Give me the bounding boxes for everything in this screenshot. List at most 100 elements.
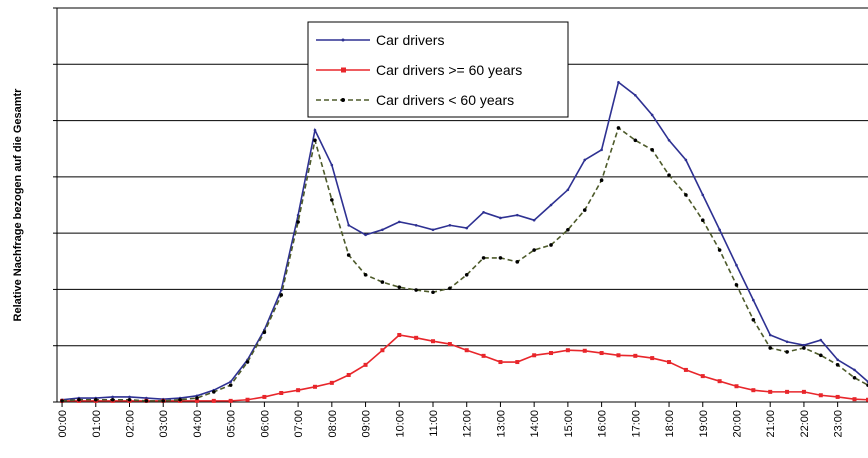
legend-label: Car drivers < 60 years bbox=[376, 92, 514, 108]
marker bbox=[616, 353, 621, 358]
marker bbox=[752, 298, 755, 302]
x-tick-label: 10:00 bbox=[394, 410, 406, 438]
marker bbox=[836, 358, 839, 362]
legend-marker bbox=[341, 98, 345, 102]
x-tick-label: 09:00 bbox=[361, 410, 373, 438]
marker bbox=[447, 342, 452, 347]
marker bbox=[566, 188, 570, 192]
x-tick-label: 22:00 bbox=[799, 410, 811, 438]
marker bbox=[482, 211, 485, 214]
marker bbox=[566, 227, 570, 232]
marker bbox=[364, 233, 367, 237]
marker bbox=[229, 380, 232, 384]
x-tick-label: 06:00 bbox=[259, 410, 271, 438]
marker bbox=[414, 288, 418, 292]
marker bbox=[313, 128, 317, 132]
marker bbox=[464, 272, 469, 277]
x-tick-label: 04:00 bbox=[192, 410, 204, 438]
x-tick-label: 07:00 bbox=[293, 410, 305, 438]
y-axis-label: Relative Nachfrage bezogen auf die Gesam… bbox=[12, 88, 24, 322]
x-tick-label: 21:00 bbox=[765, 410, 777, 438]
x-tick-label: 13:00 bbox=[495, 410, 507, 438]
marker bbox=[835, 394, 840, 399]
marker bbox=[768, 346, 773, 350]
marker bbox=[330, 163, 334, 167]
marker bbox=[549, 351, 554, 356]
marker bbox=[431, 290, 435, 295]
marker bbox=[144, 399, 149, 403]
marker bbox=[329, 380, 334, 385]
marker bbox=[717, 248, 722, 252]
marker bbox=[464, 348, 469, 353]
x-tick-label: 00:00 bbox=[57, 410, 69, 438]
marker bbox=[785, 340, 789, 344]
marker bbox=[802, 343, 806, 347]
marker bbox=[397, 333, 402, 338]
marker bbox=[818, 393, 823, 398]
marker bbox=[481, 256, 486, 260]
marker bbox=[853, 368, 856, 372]
marker bbox=[701, 193, 705, 197]
marker bbox=[347, 223, 350, 227]
legend-marker bbox=[341, 67, 346, 73]
marker bbox=[431, 228, 435, 232]
marker bbox=[515, 213, 519, 217]
marker bbox=[313, 138, 317, 143]
marker bbox=[667, 138, 671, 142]
marker bbox=[684, 158, 688, 162]
x-tick-label: 08:00 bbox=[327, 410, 339, 438]
marker bbox=[650, 113, 654, 117]
marker bbox=[819, 338, 823, 342]
x-tick-label: 12:00 bbox=[462, 410, 474, 438]
marker bbox=[194, 398, 199, 403]
marker bbox=[312, 384, 317, 389]
marker bbox=[128, 395, 131, 399]
marker bbox=[279, 390, 284, 395]
marker bbox=[515, 260, 520, 264]
marker bbox=[532, 218, 536, 222]
marker bbox=[465, 226, 469, 230]
marker bbox=[549, 203, 553, 207]
marker bbox=[734, 283, 739, 287]
x-tick-label: 01:00 bbox=[91, 410, 103, 438]
marker bbox=[161, 399, 166, 403]
marker bbox=[866, 397, 868, 402]
marker bbox=[852, 397, 857, 402]
marker bbox=[127, 397, 132, 402]
marker bbox=[633, 353, 638, 358]
legend-label: Car drivers >= 60 years bbox=[376, 62, 522, 78]
marker bbox=[683, 367, 688, 372]
marker bbox=[667, 360, 672, 365]
marker bbox=[515, 360, 520, 365]
marker bbox=[616, 126, 621, 130]
marker bbox=[414, 223, 418, 227]
marker bbox=[718, 228, 721, 232]
x-tick-label: 18:00 bbox=[664, 410, 676, 438]
marker bbox=[532, 248, 536, 252]
marker bbox=[583, 158, 587, 162]
marker bbox=[549, 243, 553, 247]
marker bbox=[650, 356, 655, 361]
marker bbox=[852, 375, 857, 380]
marker bbox=[93, 397, 98, 402]
marker bbox=[363, 362, 368, 367]
marker bbox=[296, 388, 301, 393]
marker bbox=[481, 353, 486, 358]
legend-marker bbox=[341, 38, 345, 42]
marker bbox=[448, 286, 452, 291]
marker bbox=[262, 330, 267, 335]
marker bbox=[667, 173, 671, 177]
x-tick-label: 05:00 bbox=[226, 410, 238, 438]
marker bbox=[245, 397, 250, 402]
marker bbox=[599, 351, 604, 356]
marker bbox=[532, 353, 537, 358]
x-tick-label: 15:00 bbox=[563, 410, 575, 438]
marker bbox=[700, 374, 705, 379]
marker bbox=[448, 223, 452, 227]
marker bbox=[751, 388, 756, 393]
marker bbox=[212, 390, 216, 394]
marker bbox=[700, 218, 705, 222]
x-tick-label: 02:00 bbox=[125, 410, 137, 438]
